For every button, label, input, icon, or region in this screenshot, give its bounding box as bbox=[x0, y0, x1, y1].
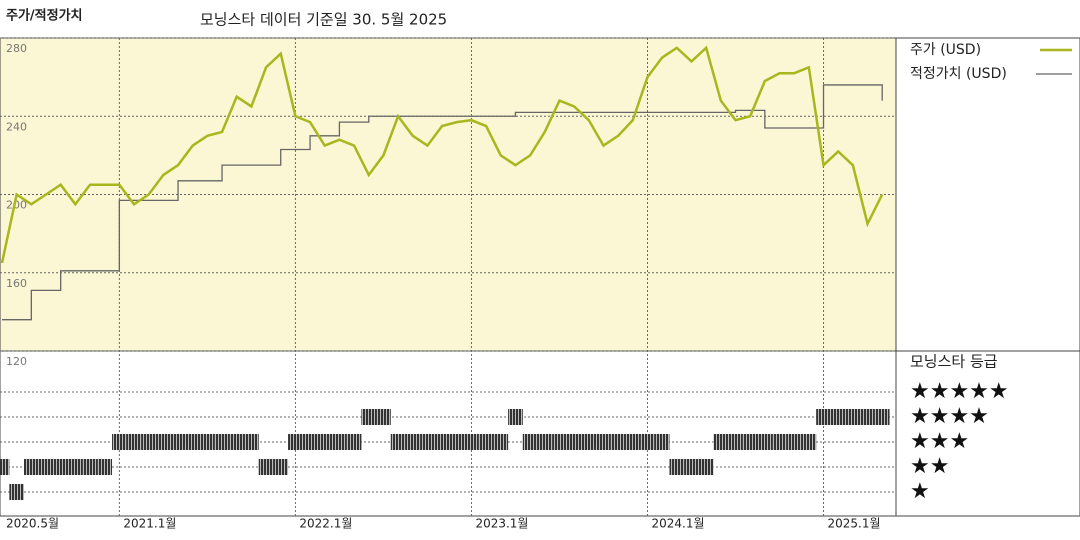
rating-legend: ★★★★★ bbox=[910, 379, 1009, 404]
rating-bar bbox=[698, 459, 714, 475]
rating-bar bbox=[508, 409, 523, 425]
y-tick-label: 200 bbox=[6, 199, 27, 212]
x-tick-label: 2022.1월 bbox=[299, 517, 352, 531]
rating-bar bbox=[845, 409, 861, 425]
x-tick-label: 2021.1월 bbox=[123, 517, 176, 531]
rating-bar bbox=[376, 409, 391, 425]
rating-bar bbox=[757, 434, 773, 450]
rating-bar bbox=[9, 484, 25, 500]
rating-bar bbox=[874, 409, 890, 425]
rating-bar bbox=[728, 434, 743, 450]
rating-bar bbox=[273, 459, 289, 475]
rating-bar bbox=[816, 409, 831, 425]
rating-bar bbox=[654, 434, 670, 450]
rating-bar bbox=[669, 459, 685, 475]
y-tick-label: 160 bbox=[6, 277, 27, 290]
rating-bar bbox=[449, 434, 465, 450]
rating-bar bbox=[537, 434, 553, 450]
rating-bar bbox=[38, 459, 54, 475]
x-tick-label: 2025.1월 bbox=[828, 517, 881, 531]
rating-bar bbox=[596, 434, 611, 450]
rating-bar bbox=[552, 434, 567, 450]
rating-bar bbox=[860, 409, 875, 425]
x-tick-label: 2023.1월 bbox=[475, 517, 528, 531]
rating-bar bbox=[713, 434, 729, 450]
rating-bar bbox=[361, 409, 377, 425]
rating-bar bbox=[229, 434, 245, 450]
rating-bar bbox=[522, 434, 538, 450]
rating-bar bbox=[390, 434, 406, 450]
rating-bar bbox=[625, 434, 641, 450]
rating-bar bbox=[126, 434, 142, 450]
rating-bar bbox=[68, 459, 83, 475]
chart-subtitle: 모닝스타 데이터 기준일 30. 5월 2025 bbox=[200, 11, 447, 29]
rating-bar bbox=[82, 459, 98, 475]
rating-bar bbox=[0, 459, 10, 475]
series-line bbox=[0, 45, 884, 264]
rating-bar bbox=[141, 434, 157, 450]
legend-label: 적정가치 (USD) bbox=[910, 66, 1007, 82]
rating-bar bbox=[786, 434, 802, 450]
rating-bar bbox=[317, 434, 333, 450]
rating-bar bbox=[464, 434, 479, 450]
rating-bar bbox=[772, 434, 787, 450]
rating-bar bbox=[684, 459, 699, 475]
x-tick-label: 2020.5월 bbox=[6, 517, 59, 531]
rating-bar bbox=[302, 434, 318, 450]
y-tick-label: 120 bbox=[6, 355, 27, 368]
rating-bar bbox=[332, 434, 347, 450]
rating-bar bbox=[288, 434, 303, 450]
rating-bar bbox=[24, 459, 39, 475]
chart-title: 주가/적정가치 bbox=[6, 8, 83, 24]
rating-bar bbox=[581, 434, 597, 450]
x-tick-label: 2024.1월 bbox=[651, 517, 704, 531]
rating-legend: ★★★ bbox=[910, 429, 969, 454]
rating-bar bbox=[640, 434, 655, 450]
rating-bar bbox=[200, 434, 215, 450]
rating-bar bbox=[420, 434, 435, 450]
rating-bar bbox=[53, 459, 69, 475]
rating-legend: ★ bbox=[910, 479, 930, 504]
rating-bar bbox=[258, 459, 274, 475]
y-tick-label: 280 bbox=[6, 42, 27, 55]
rating-bar bbox=[170, 434, 186, 450]
legend-label: 주가 (USD) bbox=[910, 42, 981, 58]
y-tick-label: 240 bbox=[6, 120, 27, 133]
rating-legend: ★★★★ bbox=[910, 404, 989, 429]
rating-title: 모닝스타 등급 bbox=[910, 353, 998, 371]
rating-bar bbox=[185, 434, 201, 450]
rating-bar bbox=[346, 434, 362, 450]
rating-bar bbox=[156, 434, 171, 450]
rating-bar bbox=[97, 459, 113, 475]
rating-bar bbox=[478, 434, 494, 450]
rating-bar bbox=[801, 434, 817, 450]
rating-bar bbox=[566, 434, 582, 450]
rating-bar bbox=[610, 434, 626, 450]
rating-bar bbox=[742, 434, 758, 450]
rating-bar bbox=[405, 434, 421, 450]
rating-bar bbox=[493, 434, 509, 450]
rating-legend: ★★ bbox=[910, 454, 949, 479]
rating-bar bbox=[112, 434, 127, 450]
rating-bar bbox=[434, 434, 450, 450]
rating-bar bbox=[830, 409, 846, 425]
rating-bar bbox=[214, 434, 230, 450]
rating-bar bbox=[244, 434, 259, 450]
